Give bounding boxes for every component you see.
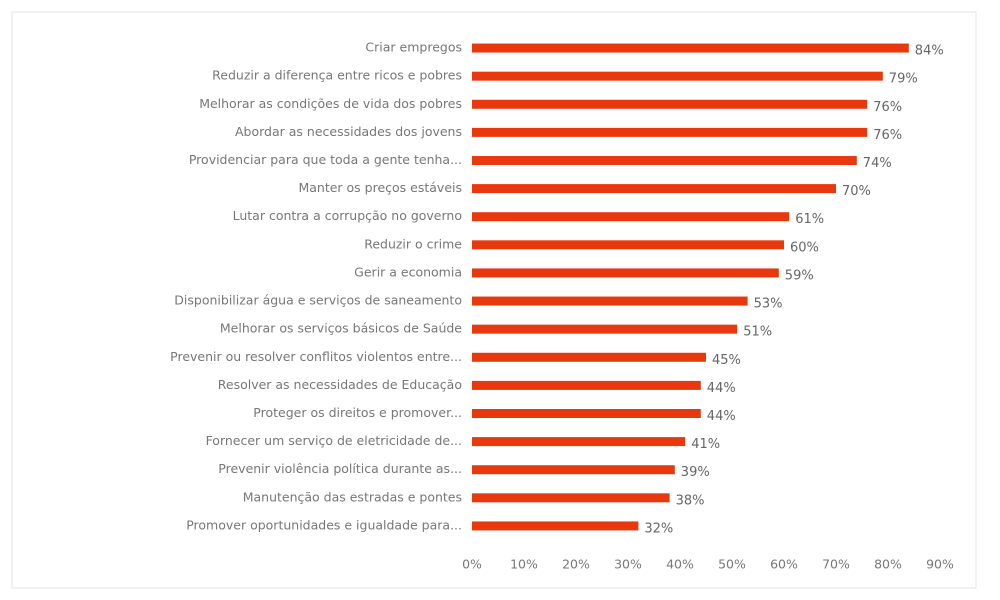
bar <box>472 43 909 53</box>
y-tick-label: Manter os preços estáveis <box>298 180 462 195</box>
x-tick-label: 30% <box>614 557 642 572</box>
value-label: 76% <box>873 128 902 143</box>
value-label: 74% <box>863 156 892 171</box>
bar <box>472 352 706 362</box>
bar <box>472 127 868 137</box>
bar <box>472 324 738 334</box>
chart-frame <box>11 11 977 589</box>
bar <box>472 268 779 278</box>
bar <box>472 296 748 306</box>
value-label: 51% <box>743 325 772 340</box>
y-tick-label: Reduzir a diferença entre ricos e pobres <box>212 68 462 83</box>
bar <box>472 493 670 503</box>
x-tick-label: 70% <box>822 557 850 572</box>
y-tick-label: Prevenir violência política durante as..… <box>218 461 462 476</box>
y-tick-label: Melhorar as condições de vida dos pobres <box>199 96 462 111</box>
value-label: 41% <box>691 437 720 452</box>
x-tick-label: 0% <box>462 557 482 572</box>
bar <box>472 437 686 447</box>
value-label: 76% <box>873 100 902 115</box>
y-tick-label: Reduzir o crime <box>364 236 462 251</box>
x-tick-label: 90% <box>926 557 954 572</box>
x-tick-label: 60% <box>770 557 798 572</box>
bar <box>472 71 883 81</box>
y-tick-label: Prevenir ou resolver conflitos violentos… <box>170 349 462 364</box>
y-tick-label: Disponibilizar água e serviços de saneam… <box>174 293 462 308</box>
value-label: 44% <box>707 409 736 424</box>
value-label: 53% <box>754 297 783 312</box>
bar <box>472 380 701 390</box>
y-tick-label: Abordar as necessidades dos jovens <box>235 124 462 139</box>
value-label: 32% <box>644 521 673 536</box>
y-tick-label: Manutenção das estradas e pontes <box>243 489 462 504</box>
bar <box>472 409 701 418</box>
x-tick-label: 80% <box>874 557 902 572</box>
bar <box>472 240 784 250</box>
value-label: 70% <box>842 184 871 199</box>
y-tick-label: Melhorar os serviços básicos de Saúde <box>220 321 462 336</box>
x-tick-label: 10% <box>510 557 538 572</box>
value-label: 39% <box>681 465 710 480</box>
y-tick-label: Proteger os direitos e promover... <box>253 405 462 420</box>
y-tick-label: Gerir a economia <box>354 264 462 279</box>
value-label: 79% <box>889 72 918 87</box>
value-label: 59% <box>785 268 814 283</box>
x-tick-label: 20% <box>562 557 590 572</box>
value-label: 61% <box>795 212 824 227</box>
y-tick-label: Criar empregos <box>365 40 462 55</box>
bar <box>472 212 790 222</box>
value-label: 38% <box>676 493 705 508</box>
y-tick-label: Lutar contra a corrupção no governo <box>233 208 462 223</box>
value-label: 60% <box>790 240 819 255</box>
bar <box>472 521 639 531</box>
y-tick-label: Fornecer um serviço de eletricidade de..… <box>206 433 462 448</box>
x-tick-label: 40% <box>666 557 694 572</box>
y-tick-label: Promover oportunidades e igualdade para.… <box>186 517 462 532</box>
bar <box>472 156 857 165</box>
bar <box>472 184 836 194</box>
bar <box>472 99 868 109</box>
y-tick-label: Providenciar para que toda a gente tenha… <box>189 152 462 167</box>
y-tick-label: Resolver as necessidades de Educação <box>218 377 462 392</box>
value-label: 84% <box>915 44 944 59</box>
value-label: 45% <box>712 353 741 368</box>
bar <box>472 465 675 475</box>
value-label: 44% <box>707 381 736 396</box>
x-tick-label: 50% <box>718 557 746 572</box>
